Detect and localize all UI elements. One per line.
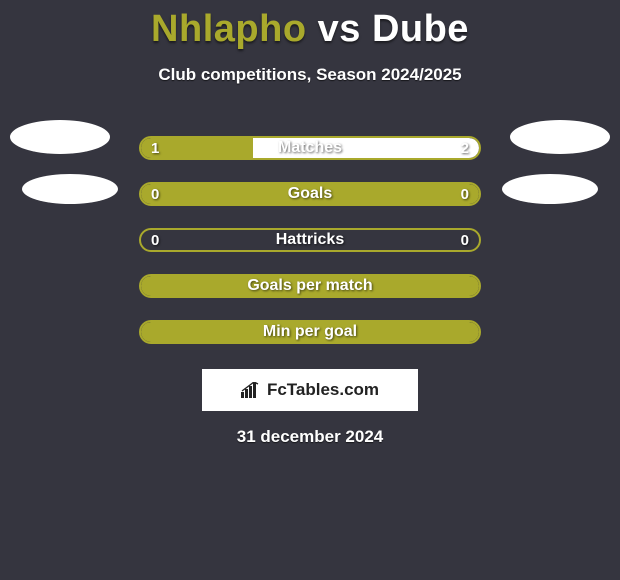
- bar-track: 0 Goals 0: [139, 182, 481, 206]
- stat-value-player2: 0: [461, 232, 469, 249]
- stat-value-player2: 0: [461, 186, 469, 203]
- vs-text: vs: [318, 8, 361, 50]
- stat-row-hattricks: 0 Hattricks 0: [0, 217, 620, 263]
- stat-row-matches: 1 Matches 2: [0, 125, 620, 171]
- brand-badge[interactable]: FcTables.com: [202, 369, 418, 411]
- stat-row-min-per-goal: Min per goal: [0, 309, 620, 355]
- brand-text: FcTables.com: [267, 380, 379, 400]
- bar-fill-player2: [253, 138, 479, 158]
- player1-name: Nhlapho: [151, 8, 306, 50]
- bar-track: Goals per match: [139, 274, 481, 298]
- stat-label: Hattricks: [141, 231, 479, 249]
- bar-fill-full: [141, 184, 479, 204]
- subtitle: Club competitions, Season 2024/2025: [0, 65, 620, 85]
- bar-track: 0 Hattricks 0: [139, 228, 481, 252]
- stat-value-player1: 0: [151, 232, 159, 249]
- bar-fill-full: [141, 276, 479, 296]
- stat-value-player1: 0: [151, 186, 159, 203]
- player2-name: Dube: [372, 8, 469, 50]
- date-text: 31 december 2024: [0, 427, 620, 447]
- comparison-title: Nhlapho vs Dube: [0, 0, 620, 51]
- bar-fill-full: [141, 322, 479, 342]
- comparison-bars: 1 Matches 2 0 Goals 0 0 Hattricks 0 Goal…: [0, 125, 620, 355]
- stat-value-player2: 2: [461, 140, 469, 157]
- stat-row-goals-per-match: Goals per match: [0, 263, 620, 309]
- stat-row-goals: 0 Goals 0: [0, 171, 620, 217]
- bar-track: 1 Matches 2: [139, 136, 481, 160]
- chart-icon: [241, 382, 261, 398]
- bar-track: Min per goal: [139, 320, 481, 344]
- stat-value-player1: 1: [151, 140, 159, 157]
